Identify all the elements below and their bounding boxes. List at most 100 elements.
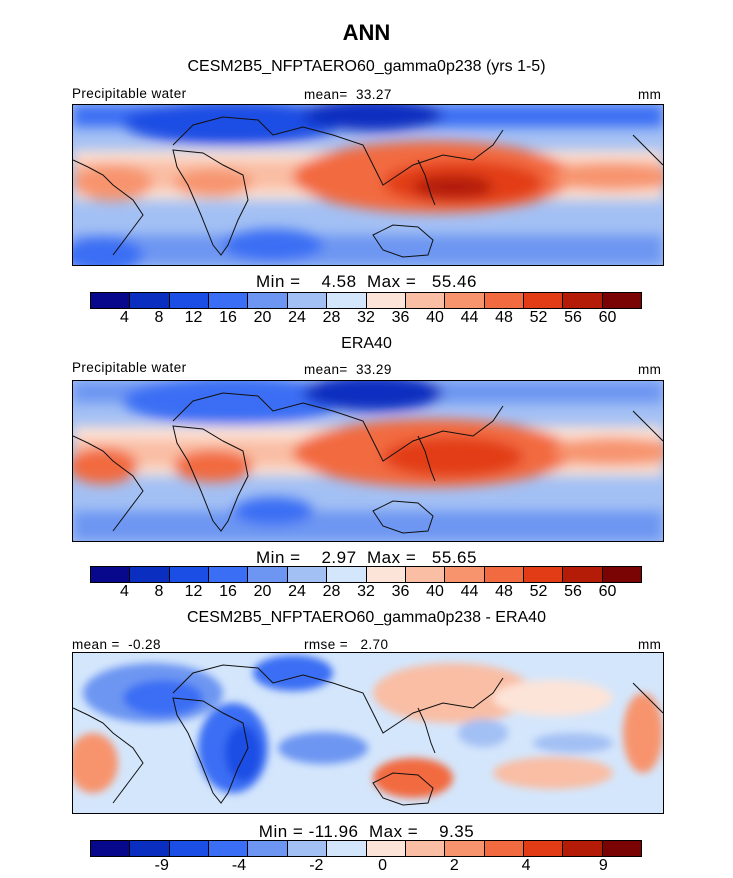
panel-diff-subtitle: CESM2B5_NFPTAERO60_gamma0p238 - ERA40 xyxy=(187,609,546,626)
colorbar-segment xyxy=(169,841,210,856)
panel-diff-mean-label: mean = -0.28 xyxy=(72,637,161,652)
panel-obs-units-label: mm xyxy=(638,362,662,377)
colorbar-segment xyxy=(366,293,406,308)
colorbar-segment xyxy=(130,293,170,308)
colorbar-segment xyxy=(484,567,524,582)
colorbar-segment xyxy=(405,841,446,856)
colorbar-tick-label: 56 xyxy=(564,583,582,600)
colorbar-tick-label: 44 xyxy=(460,583,479,600)
colorbar-segment xyxy=(445,841,485,856)
colorbar-tick-label: 16 xyxy=(219,309,237,326)
panel-diff-map xyxy=(72,652,664,814)
colorbar-segment xyxy=(405,293,446,308)
colorbar-segment xyxy=(327,293,367,308)
colorbar-tick-label: 40 xyxy=(426,309,444,326)
colorbar-tick-label: 24 xyxy=(288,309,306,326)
colorbar-segment xyxy=(287,293,328,308)
colorbar-segment xyxy=(602,567,642,582)
colorbar-tick-label: 44 xyxy=(460,309,479,326)
panel-model-min-max: Min = 4.58 Max = 55.46 xyxy=(256,272,477,291)
panel-diff-map-graphic xyxy=(73,653,663,813)
colorbar-tick-label: 56 xyxy=(564,309,582,326)
panel-obs-variable-label: Precipitable water xyxy=(72,360,187,375)
colorbar-segment xyxy=(484,841,524,856)
colorbar-segment xyxy=(209,567,249,582)
colorbar-tick-label: 12 xyxy=(184,583,203,600)
figure-title: ANN xyxy=(342,20,391,45)
colorbar-segment xyxy=(366,567,406,582)
panel-diff-colorbar-ticks: -9 -4 -2 0 2 4 9 xyxy=(90,857,642,877)
colorbar-tick-label: 8 xyxy=(154,583,164,600)
panel-model-colorbar xyxy=(90,292,642,309)
colorbar-segment xyxy=(563,841,603,856)
colorbar-segment xyxy=(91,293,131,308)
colorbar-segment xyxy=(287,841,328,856)
colorbar-segment xyxy=(209,293,249,308)
colorbar-tick-label: 40 xyxy=(426,583,444,600)
colorbar-segment xyxy=(445,567,485,582)
colorbar-tick-label: 4 xyxy=(120,583,129,600)
colorbar-tick-label: 60 xyxy=(598,583,617,600)
colorbar-tick-label: -4 xyxy=(231,857,247,874)
colorbar-segment xyxy=(405,567,446,582)
colorbar-tick-label: 32 xyxy=(357,309,375,326)
colorbar-segment xyxy=(563,293,603,308)
colorbar-segment xyxy=(366,841,406,856)
colorbar-segment xyxy=(91,841,131,856)
panel-obs-mean-label: mean= 33.29 xyxy=(304,362,392,377)
colorbar-segment xyxy=(523,567,564,582)
colorbar-segment xyxy=(287,567,328,582)
colorbar-segment xyxy=(445,293,485,308)
colorbar-tick-label: 32 xyxy=(357,583,375,600)
colorbar-tick-label: 48 xyxy=(495,309,513,326)
colorbar-tick-label: 9 xyxy=(598,857,608,874)
panel-obs-map xyxy=(72,380,664,542)
colorbar-segment xyxy=(484,293,524,308)
colorbar-tick-label: -9 xyxy=(154,857,169,874)
panel-obs-map-graphic xyxy=(73,381,663,541)
colorbar-segment xyxy=(91,567,131,582)
colorbar-tick-label: 4 xyxy=(120,309,129,326)
colorbar-tick-label: 16 xyxy=(219,583,237,600)
colorbar-segment xyxy=(248,567,288,582)
colorbar-tick-label: 36 xyxy=(391,583,410,600)
colorbar-segment xyxy=(563,567,603,582)
colorbar-tick-label: 60 xyxy=(598,309,617,326)
colorbar-segment xyxy=(327,841,367,856)
colorbar-segment xyxy=(602,293,642,308)
colorbar-tick-label: 52 xyxy=(529,583,548,600)
colorbar-segment xyxy=(602,841,642,856)
panel-model-map xyxy=(72,104,664,266)
colorbar-segment xyxy=(327,567,367,582)
colorbar-segment xyxy=(248,841,288,856)
panel-model-variable-label: Precipitable water xyxy=(72,86,187,101)
panel-obs-min-max: Min = 2.97 Max = 55.65 xyxy=(256,548,477,567)
colorbar-tick-label: 2 xyxy=(449,857,459,874)
panel-diff-min-max: Min = -11.96 Max = 9.35 xyxy=(258,822,475,841)
colorbar-segment xyxy=(130,841,170,856)
colorbar-tick-label: 0 xyxy=(378,857,387,874)
colorbar-tick-label: 4 xyxy=(521,857,531,874)
panel-diff-units-label: mm xyxy=(638,637,662,652)
panel-diff-colorbar xyxy=(90,840,642,857)
colorbar-tick-label: 8 xyxy=(154,309,164,326)
colorbar-segment xyxy=(169,293,210,308)
panel-obs-subtitle: ERA40 xyxy=(341,335,392,352)
panel-model-colorbar-ticks: 4 8 12 16 20 24 28 32 36 40 44 48 52 56 60 xyxy=(90,309,642,329)
colorbar-tick-label: -2 xyxy=(309,857,324,874)
panel-obs-colorbar xyxy=(90,566,642,583)
colorbar-tick-label: 28 xyxy=(322,583,341,600)
colorbar-tick-label: 20 xyxy=(253,583,272,600)
panel-diff-rmse-label: rmse = 2.70 xyxy=(304,637,389,652)
colorbar-segment xyxy=(169,567,210,582)
colorbar-tick-label: 20 xyxy=(253,309,272,326)
colorbar-tick-label: 36 xyxy=(391,309,410,326)
colorbar-segment xyxy=(130,567,170,582)
panel-model-mean-label: mean= 33.27 xyxy=(304,87,392,102)
colorbar-segment xyxy=(523,841,564,856)
panel-obs-colorbar-ticks: 4 8 12 16 20 24 28 32 36 40 44 48 52 56 60 xyxy=(90,583,642,603)
colorbar-segment xyxy=(523,293,564,308)
colorbar-tick-label: 48 xyxy=(495,583,513,600)
colorbar-segment xyxy=(209,841,249,856)
colorbar-tick-label: 24 xyxy=(288,583,306,600)
